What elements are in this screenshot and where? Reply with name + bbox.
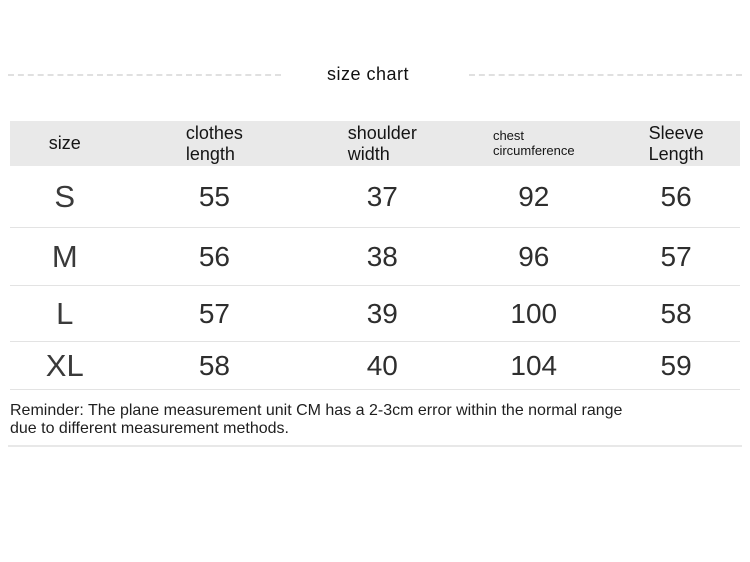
table-row-s: S 55 37 92 56 — [10, 166, 740, 228]
header-label: chest — [492, 127, 525, 143]
header-cell-size: size — [10, 133, 120, 153]
clothes-length-cell: 58 — [198, 349, 230, 381]
shoulder-width-cell: 39 — [366, 297, 398, 329]
chest-circumference-cell: 104 — [510, 349, 558, 381]
bottom-divider — [8, 445, 742, 448]
header-label: width — [347, 143, 390, 164]
chest-circumference-cell: 100 — [510, 297, 558, 329]
sleeve-length-cell: 59 — [660, 349, 692, 381]
header-cell-shoulder-width: shoulder width — [309, 123, 455, 163]
chest-circumference-cell: 92 — [518, 180, 550, 212]
sleeve-length-cell: 58 — [660, 297, 692, 329]
size-cell: S — [54, 178, 76, 214]
header-label: circumference — [492, 142, 575, 158]
header-label: length — [185, 143, 235, 164]
shoulder-width-cell: 40 — [366, 349, 398, 381]
header-label: size — [48, 133, 81, 154]
size-cell: L — [56, 295, 74, 331]
header-cell-chest-circumference: chest circumference — [455, 127, 612, 159]
sleeve-length-cell: 57 — [660, 240, 692, 272]
title-dashed-rule-right — [469, 73, 742, 76]
size-table: size clothes length shoulder width chest — [10, 121, 740, 390]
title-row: size chart — [8, 0, 742, 85]
header-cell-sleeve-length: Sleeve Length — [612, 123, 740, 163]
table-header-row: size clothes length shoulder width chest — [10, 121, 740, 166]
clothes-length-cell: 55 — [198, 180, 230, 212]
sleeve-length-cell: 56 — [660, 180, 692, 212]
table-row-xl: XL 58 40 104 59 — [10, 342, 740, 390]
table-row-m: M 56 38 96 57 — [10, 228, 740, 286]
table-row-l: L 57 39 100 58 — [10, 286, 740, 342]
header-cell-clothes-length: clothes length — [120, 123, 310, 163]
size-cell: M — [51, 238, 78, 274]
reminder-note: Reminder: The plane measurement unit CM … — [10, 402, 623, 437]
header-label: clothes — [185, 123, 243, 144]
size-cell: XL — [45, 347, 84, 383]
title-dashed-rule-left — [8, 73, 281, 76]
header-label: Length — [648, 143, 704, 164]
chest-circumference-cell: 96 — [518, 240, 550, 272]
clothes-length-cell: 57 — [198, 297, 230, 329]
header-label: shoulder — [347, 123, 417, 144]
clothes-length-cell: 56 — [198, 240, 230, 272]
header-label: Sleeve — [648, 123, 704, 144]
shoulder-width-cell: 37 — [366, 180, 398, 212]
shoulder-width-cell: 38 — [366, 240, 398, 272]
page-title: size chart — [326, 64, 410, 84]
